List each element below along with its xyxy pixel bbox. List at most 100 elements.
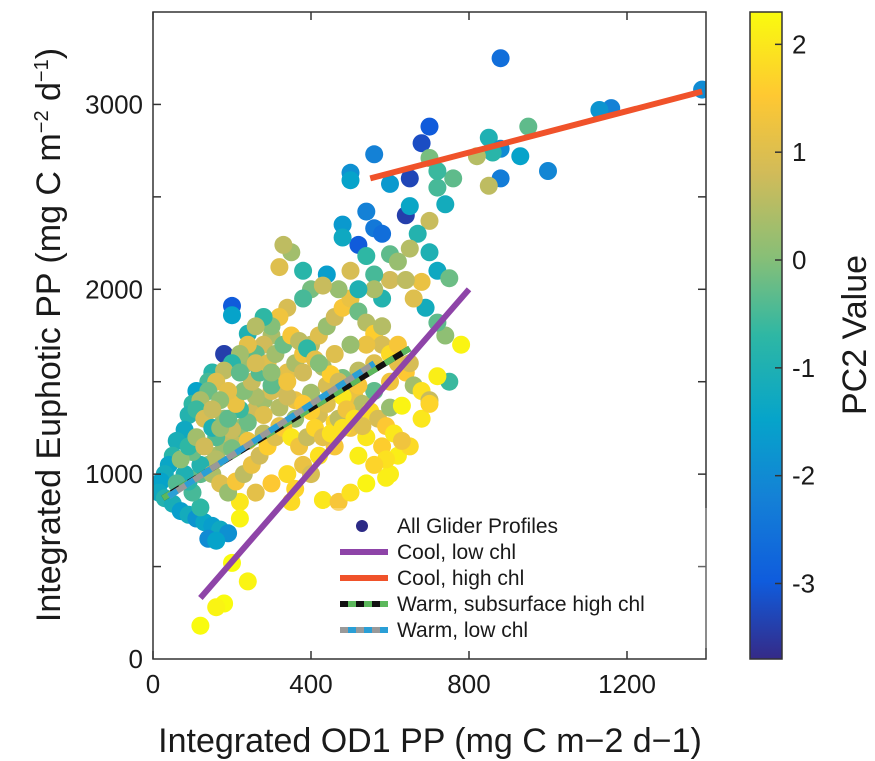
scatter-point [313,276,332,295]
legend-label-cool-high-chl: Cool, high chl [397,567,524,590]
legend-label-cool-low-chl: Cool, low chl [397,541,516,564]
scatter-point [381,271,399,289]
scatter-point [238,572,257,591]
scatter-point [294,363,313,382]
colorbar-tick-label: 1 [792,137,806,167]
scatter-point [392,431,411,450]
colorbar-tick-label: 0 [792,245,806,275]
y-tick-label: 2000 [85,274,143,304]
colorbar-label: PC2 Value [836,255,874,415]
y-tick-label: 3000 [85,89,143,119]
legend: All Glider Profiles Cool, low chl Cool, hi… [325,508,710,648]
scatter-point [254,406,273,424]
scatter-point [329,280,348,299]
fit-lines [161,88,703,600]
colorbar-axis: -3 -2 -1 0 1 2 [775,29,815,599]
fit-line-cool-low-chl [198,287,472,600]
scatter-point [230,509,249,528]
legend-marker-all-glider-profiles [356,520,368,532]
y-tick-label: 0 [129,644,143,674]
scatter-point [349,280,368,299]
plot-frame [152,11,707,660]
scatter-point [333,228,352,247]
scatter-point [412,409,431,428]
scatter-point [207,598,226,617]
scatter-point [341,171,360,190]
scatter-point [420,211,439,230]
scatter-point [219,409,238,428]
scatter-point [436,195,455,214]
colorbar-tick-label: -1 [792,353,815,383]
scatter-point [278,387,297,406]
scatter-point [428,162,447,180]
y-tick-label: 1000 [85,459,143,489]
scatter-point [539,162,557,180]
y-axis: 0 1000 2000 3000 [85,89,706,674]
x-tick-label: 1200 [598,669,656,699]
scatter-point [444,169,463,188]
y-axis-title: Integrated Euphotic PP (mg C m−2 d−1) [30,48,68,622]
scatter-point [365,145,384,164]
scatter-point [357,474,376,493]
scatter-point [365,280,384,299]
scatter-point [400,197,419,216]
y-axis-title-main: Integrated Euphotic PP (mg C m [30,133,68,622]
scatter-point [230,363,249,382]
scatter-point [388,252,407,271]
legend-box [325,508,710,648]
scatter-point [195,437,214,456]
scatter-point [511,147,530,166]
y-axis-title-end: ) [30,48,68,59]
colorbar-tick-label: -2 [792,461,815,491]
scatter-points [153,49,706,635]
scatter-point [365,455,384,474]
scatter-point [262,474,281,493]
scatter-point [278,465,297,484]
legend-label-warm-subsurface-high-chl: Warm, subsurface high chl [397,593,645,616]
y-axis-title-sup2: −1 [31,59,53,82]
fit-line-dash-warm-low-chl [167,360,376,499]
scatter-point [226,394,245,413]
scatter-point [341,335,360,354]
scatter-point [349,446,368,465]
scatter-point [400,239,419,258]
legend-label-all-glider-profiles: All Glider Profiles [397,515,558,538]
scatter-point [365,265,384,284]
colorbar [749,11,783,660]
scatter-point [246,354,265,373]
scatter-point [191,616,210,635]
scatter-point [238,413,257,432]
colorbar-tick-label: 2 [792,29,806,59]
scatter-point [341,483,360,502]
scatter-point [274,235,293,254]
scatter-point [400,169,419,188]
x-axis-title: Integrated OD1 PP (mg C m−2 d−1) [158,722,702,760]
scatter-point [262,363,281,382]
scatter-point [333,215,352,234]
scatter-point [171,450,190,469]
scatter-point [294,289,313,308]
scatter-point [325,345,344,363]
scatter-point [408,224,427,243]
scatter-point [353,417,372,436]
scatter-point [357,202,376,221]
scatter-point [270,258,289,277]
scatter-point [373,224,392,243]
scatter-point [377,468,396,487]
scatter-point [519,117,538,136]
legend-label-warm-low-chl: Warm, low chl [397,619,528,642]
scatter-point [381,174,399,193]
scatter-point [412,134,431,153]
x-tick-label: 800 [447,669,490,699]
scatter-point [428,367,447,386]
scatter-point [341,261,360,280]
y-axis-title-mid: d [30,82,68,110]
scatter-point [392,396,411,415]
y-axis-title-sup1: −2 [31,110,53,133]
x-tick-label: 0 [146,669,160,699]
scatter-point [294,261,313,280]
scatter-point [246,483,265,502]
scatter-point [357,247,376,265]
scatter-point [479,128,498,147]
